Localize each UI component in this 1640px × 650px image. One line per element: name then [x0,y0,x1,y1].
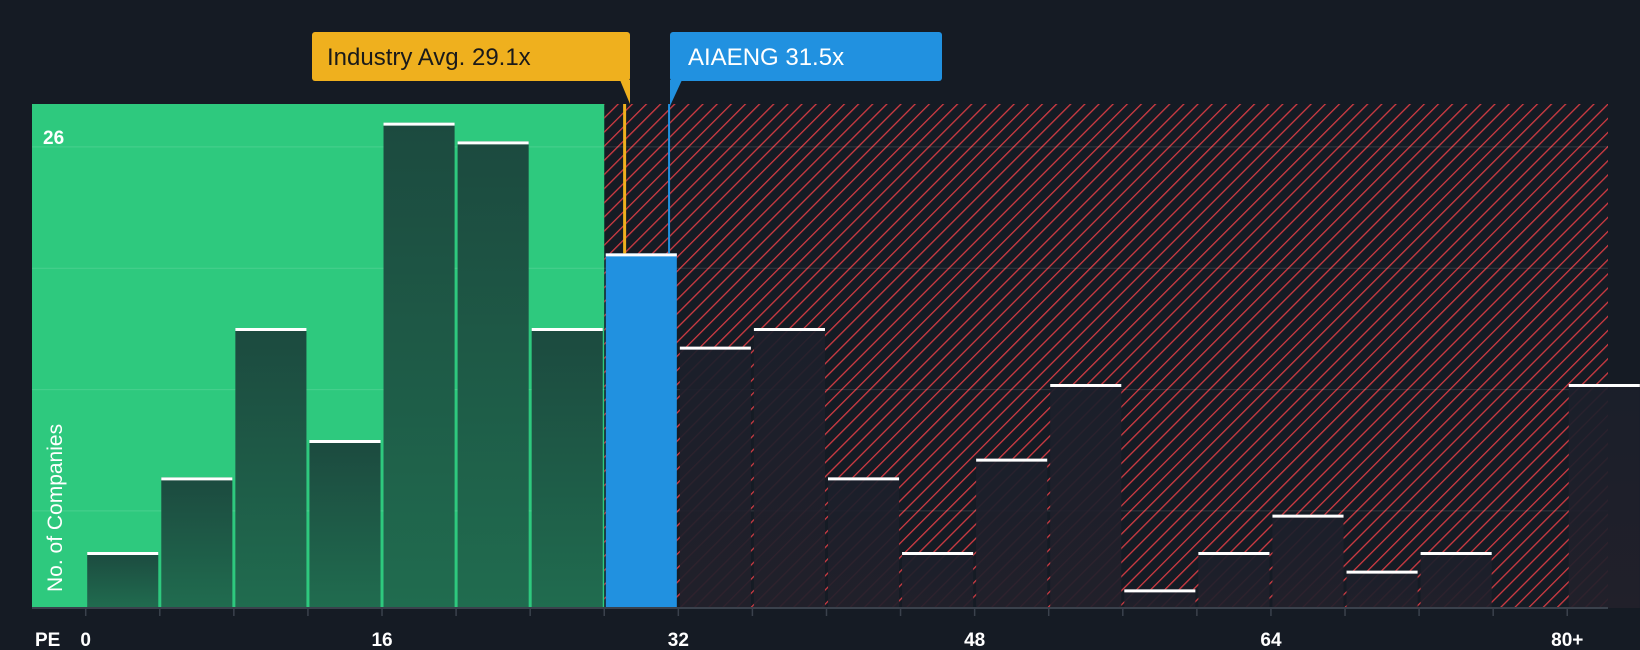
histogram-bar [1124,589,1196,608]
histogram-bar [679,346,751,608]
company-callout: AIAENG 31.5x [670,32,942,106]
histogram-bar [605,253,677,609]
x-tick-label: 64 [1260,630,1282,650]
histogram-bar [1568,384,1640,608]
histogram-bar [976,458,1048,608]
company-label: AIAENG 31.5x [688,44,844,71]
histogram-bar [753,328,825,608]
company-callout-pointer [670,80,682,106]
histogram-bar [161,477,233,608]
histogram-bar [1050,384,1122,608]
histogram-bar [1420,552,1492,608]
histogram-bar [531,328,603,608]
histogram-bar [1272,514,1344,608]
x-tick-label: 16 [371,630,392,650]
x-tick-label: 0 [80,630,91,650]
industry-avg-callout-pointer [620,80,630,104]
histogram-bar [235,328,307,608]
histogram-bar [1198,552,1270,608]
histogram-bar [309,440,381,608]
x-tick-label: 48 [964,630,985,650]
x-axis-label: PE [35,630,60,650]
x-tick-label: 32 [668,630,689,650]
industry-avg-callout: Industry Avg. 29.1x [312,32,630,104]
histogram-bar [827,477,900,608]
histogram-bar [457,141,529,609]
industry-avg-callout-box [312,32,630,81]
histogram-bar [383,122,455,609]
x-tick-label: 80+ [1551,630,1583,650]
histogram-bar [902,552,974,608]
histogram-bar [1346,570,1418,608]
y-axis-label: No. of Companies [44,424,67,592]
industry-avg-label: Industry Avg. 29.1x [327,44,531,71]
y-tick-label: 26 [43,128,64,149]
company-callout-box [670,32,942,81]
histogram-bar [87,552,159,608]
